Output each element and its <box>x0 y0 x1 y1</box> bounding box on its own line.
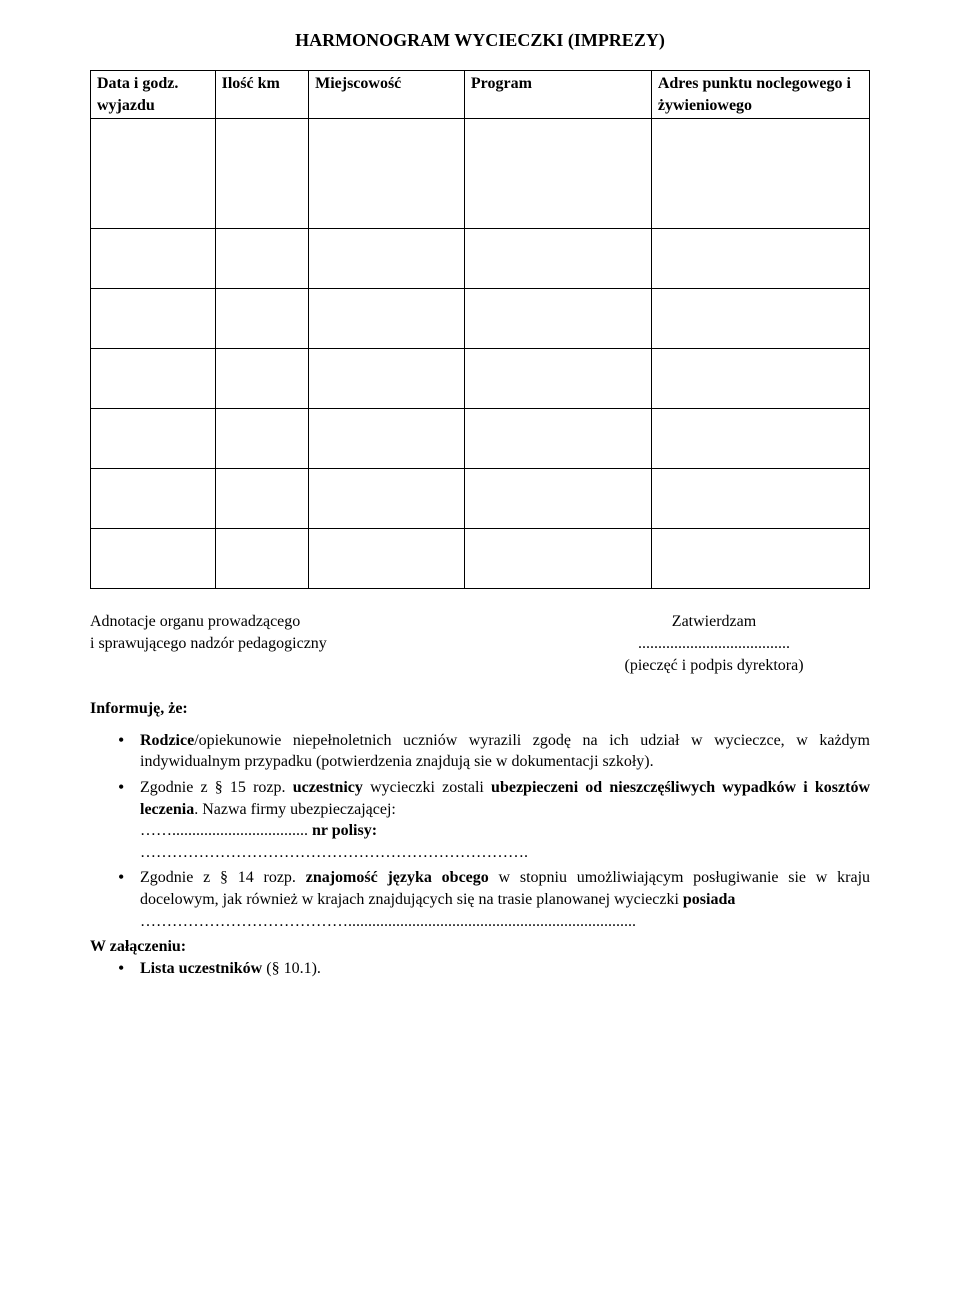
col-header: Miejscowość <box>309 71 465 119</box>
bullet-text: …………………………………...........................… <box>140 913 636 930</box>
col-header: Ilość km <box>215 71 308 119</box>
cell[interactable] <box>464 529 651 589</box>
cell[interactable] <box>215 529 308 589</box>
bullet-text: uczestnicy <box>293 779 363 796</box>
bullet-text: …….................................. <box>140 822 312 839</box>
cell[interactable] <box>464 289 651 349</box>
bullet-text: /opiekunowie niepełnoletnich uczniów wyr… <box>140 732 870 771</box>
page-title: HARMONOGRAM WYCIECZKI (IMPREZY) <box>90 28 870 52</box>
cell[interactable] <box>309 529 465 589</box>
cell[interactable] <box>91 529 216 589</box>
table-row <box>91 409 870 469</box>
table-row <box>91 119 870 229</box>
cell[interactable] <box>309 289 465 349</box>
bullet-text: wycieczki zostali <box>363 779 491 796</box>
cell[interactable] <box>309 349 465 409</box>
col-header: Program <box>464 71 651 119</box>
w-zalaczeniu-heading: W załączeniu: <box>90 936 870 958</box>
cell[interactable] <box>309 229 465 289</box>
cell[interactable] <box>651 409 869 469</box>
col-header: Data i godz. wyjazdu <box>91 71 216 119</box>
informuje-heading: Informuję, że: <box>90 698 870 720</box>
cell[interactable] <box>215 119 308 229</box>
table-row <box>91 229 870 289</box>
cell[interactable] <box>651 229 869 289</box>
table-row <box>91 469 870 529</box>
signature-block: Adnotacje organu prowadzącego i sprawują… <box>90 611 870 676</box>
adnotacje-line: Adnotacje organu prowadzącego <box>90 611 496 633</box>
cell[interactable] <box>215 349 308 409</box>
cell[interactable] <box>309 409 465 469</box>
cell[interactable] <box>309 119 465 229</box>
bullet-text: nr polisy: <box>312 822 377 839</box>
bullet-item: Zgodnie z § 14 rozp. znajomość języka ob… <box>118 867 870 932</box>
attachment-list: Lista uczestników (§ 10.1). <box>90 958 870 980</box>
cell[interactable] <box>464 409 651 469</box>
table-row <box>91 289 870 349</box>
bullet-item: Rodzice/opiekunowie niepełnoletnich uczn… <box>118 730 870 773</box>
cell[interactable] <box>215 229 308 289</box>
cell[interactable] <box>651 349 869 409</box>
signature-dots: ...................................... <box>558 633 870 655</box>
zatwierdzam-block: Zatwierdzam ............................… <box>558 611 870 676</box>
bullet-text: ………………………………………………………………. <box>140 844 528 861</box>
bullet-text: (§ 10.1). <box>262 960 321 977</box>
col-header: Adres punktu noclegowego i żywieniowego <box>651 71 869 119</box>
cell[interactable] <box>91 229 216 289</box>
cell[interactable] <box>91 469 216 529</box>
table-row <box>91 529 870 589</box>
table-row <box>91 349 870 409</box>
pieczec-label: (pieczęć i podpis dyrektora) <box>558 655 870 677</box>
cell[interactable] <box>464 349 651 409</box>
cell[interactable] <box>215 469 308 529</box>
bullet-text: Zgodnie z § 15 rozp. <box>140 779 293 796</box>
bullet-text: Zgodnie z § 14 rozp. <box>140 869 306 886</box>
adnotacje-block: Adnotacje organu prowadzącego i sprawują… <box>90 611 496 654</box>
cell[interactable] <box>215 409 308 469</box>
table-header-row: Data i godz. wyjazdu Ilość km Miejscowoś… <box>91 71 870 119</box>
cell[interactable] <box>464 119 651 229</box>
bullet-text: posiada <box>683 891 735 908</box>
zatwierdzam-label: Zatwierdzam <box>558 611 870 633</box>
cell[interactable] <box>464 469 651 529</box>
cell[interactable] <box>91 289 216 349</box>
cell[interactable] <box>91 119 216 229</box>
cell[interactable] <box>651 289 869 349</box>
cell[interactable] <box>464 229 651 289</box>
adnotacje-line: i sprawującego nadzór pedagogiczny <box>90 633 496 655</box>
bullet-text: Lista uczestników <box>140 960 262 977</box>
bullet-item: Zgodnie z § 15 rozp. uczestnicy wycieczk… <box>118 777 870 863</box>
cell[interactable] <box>91 349 216 409</box>
cell[interactable] <box>651 529 869 589</box>
cell[interactable] <box>651 469 869 529</box>
cell[interactable] <box>91 409 216 469</box>
bullet-item: Lista uczestników (§ 10.1). <box>118 958 870 980</box>
info-bullet-list: Rodzice/opiekunowie niepełnoletnich uczn… <box>90 730 870 932</box>
bullet-text: . Nazwa firmy ubezpieczającej: <box>194 801 396 818</box>
cell[interactable] <box>309 469 465 529</box>
cell[interactable] <box>651 119 869 229</box>
cell[interactable] <box>215 289 308 349</box>
schedule-table: Data i godz. wyjazdu Ilość km Miejscowoś… <box>90 70 870 589</box>
bullet-text: Rodzice <box>140 732 194 749</box>
bullet-text: znajomość języka obcego <box>306 869 489 886</box>
